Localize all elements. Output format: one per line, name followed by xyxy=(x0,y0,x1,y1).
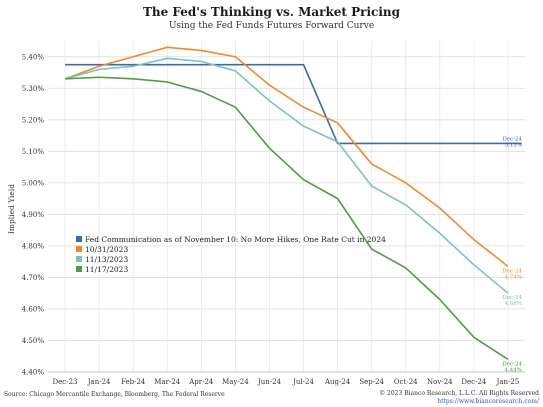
y-tick-label: 5.10% xyxy=(22,148,45,156)
copyright-note: © 2023 Bianco Research, L.L.C. All Right… xyxy=(379,390,539,397)
y-tick-label: 5.00% xyxy=(22,179,45,187)
chart-title: The Fed's Thinking vs. Market Pricing xyxy=(143,5,401,19)
series-line-1 xyxy=(65,63,522,145)
legend-swatch xyxy=(76,266,82,272)
website-link[interactable]: https://www.biancoresearch.com/ xyxy=(437,398,540,405)
x-tick-label: May-24 xyxy=(222,378,249,386)
legend-label: Fed Communication as of November 10: No … xyxy=(85,235,386,244)
y-tick-label: 4.60% xyxy=(22,305,45,313)
end-label-value: 4.74% xyxy=(505,274,522,280)
y-tick-label: 5.20% xyxy=(22,116,45,124)
series-line-4 xyxy=(65,76,509,361)
y-axis-label: Implied Yield xyxy=(7,184,16,234)
end-label-period: Dec-24 xyxy=(502,136,522,142)
gridlines xyxy=(48,41,525,373)
y-tick-label: 4.50% xyxy=(22,337,45,345)
source-note: Source: Chicago Mercantile Exchange, Blo… xyxy=(4,391,225,398)
legend-label: 11/13/2023 xyxy=(85,255,128,264)
y-tick-label: 4.70% xyxy=(22,274,45,282)
series-line-3 xyxy=(64,57,509,294)
legend-label: 11/17/2023 xyxy=(85,265,128,274)
x-tick-label: Oct-24 xyxy=(394,378,418,386)
legend-label: 10/31/2023 xyxy=(85,245,128,254)
end-label-period: Dec-24 xyxy=(502,268,522,274)
end-label-period: Dec-24 xyxy=(502,361,522,367)
end-label-value: 4.44% xyxy=(505,367,522,373)
x-tick-label: Dec-24 xyxy=(461,378,486,386)
y-axis-ticks: 4.40% 4.50% 4.60% 4.70% 4.80% 4.90% 5.00% 5.10%… xyxy=(22,53,45,376)
x-tick-label: Feb-24 xyxy=(121,378,146,386)
y-tick-label: 5.30% xyxy=(22,85,45,93)
legend-swatch xyxy=(76,246,82,252)
x-tick-label: Dec-23 xyxy=(53,378,78,386)
legend: Fed Communication as of November 10: No … xyxy=(76,235,386,274)
x-tick-label: Jul-24 xyxy=(292,378,314,386)
series-line-2 xyxy=(64,46,509,268)
y-tick-label: 4.40% xyxy=(22,369,45,377)
x-tick-label: Mar-24 xyxy=(154,378,181,386)
y-tick-label: 4.90% xyxy=(22,211,45,219)
legend-swatch xyxy=(76,236,82,242)
x-tick-label: Apr-24 xyxy=(188,378,214,386)
x-tick-label: Aug-24 xyxy=(324,378,351,386)
legend-swatch xyxy=(76,256,82,262)
end-label-period: Dec-24 xyxy=(502,295,522,301)
y-tick-label: 5.40% xyxy=(22,53,45,61)
x-tick-label: Nov-24 xyxy=(427,378,453,386)
chart-subtitle: Using the Fed Funds Futures Forward Curv… xyxy=(169,21,374,31)
end-labels: Dec-245.13%Dec-244.74%Dec-244.66%Dec-244… xyxy=(502,136,522,373)
end-label-value: 5.13% xyxy=(505,142,522,148)
x-axis-ticks: Dec-23 Jan-24 Feb-24 Mar-24 Apr-24 May-24 Jun-… xyxy=(53,378,520,386)
x-tick-label: Sep-24 xyxy=(359,378,384,386)
x-tick-label: Jan-24 xyxy=(87,378,111,386)
y-tick-label: 4.80% xyxy=(22,242,45,250)
series-lines xyxy=(64,46,522,361)
x-tick-label: Jun-24 xyxy=(257,378,282,386)
x-tick-label: Jan-25 xyxy=(496,378,520,386)
end-label-value: 4.66% xyxy=(505,301,522,307)
